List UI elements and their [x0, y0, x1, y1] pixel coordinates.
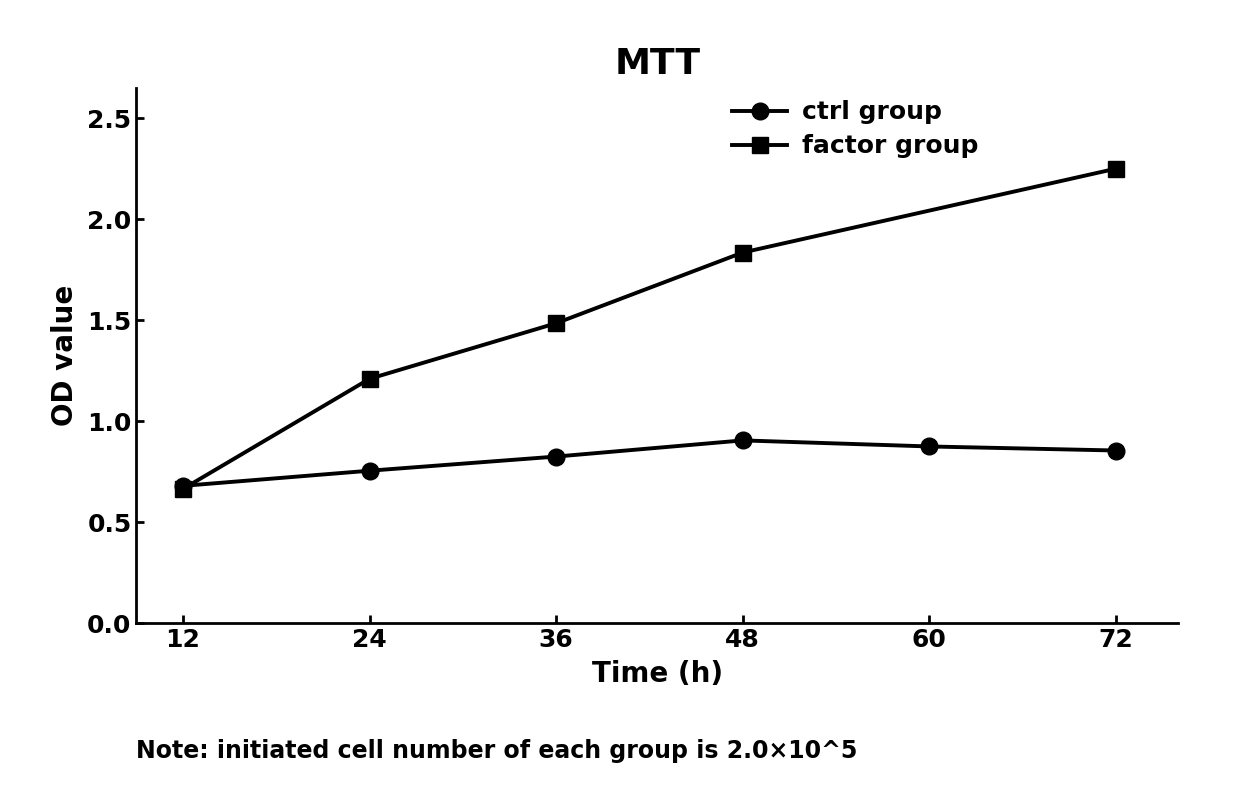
ctrl group [921, 442, 936, 451]
factor group [549, 319, 564, 328]
ctrl group [1109, 446, 1123, 455]
ctrl group [735, 435, 750, 445]
factor group [176, 484, 191, 494]
Y-axis label: OD value: OD value [51, 285, 79, 426]
ctrl group [176, 481, 191, 491]
ctrl group [549, 451, 564, 461]
Legend: ctrl group, factor group: ctrl group, factor group [732, 101, 978, 158]
factor group [362, 374, 377, 384]
factor group [735, 248, 750, 257]
Line: factor group: factor group [175, 161, 1125, 497]
ctrl group [362, 466, 377, 475]
Line: ctrl group: ctrl group [175, 432, 1125, 495]
X-axis label: Time (h): Time (h) [591, 661, 723, 689]
Text: Note: initiated cell number of each group is 2.0×10^5: Note: initiated cell number of each grou… [136, 739, 858, 763]
factor group [1109, 164, 1123, 173]
Title: MTT: MTT [614, 47, 701, 81]
